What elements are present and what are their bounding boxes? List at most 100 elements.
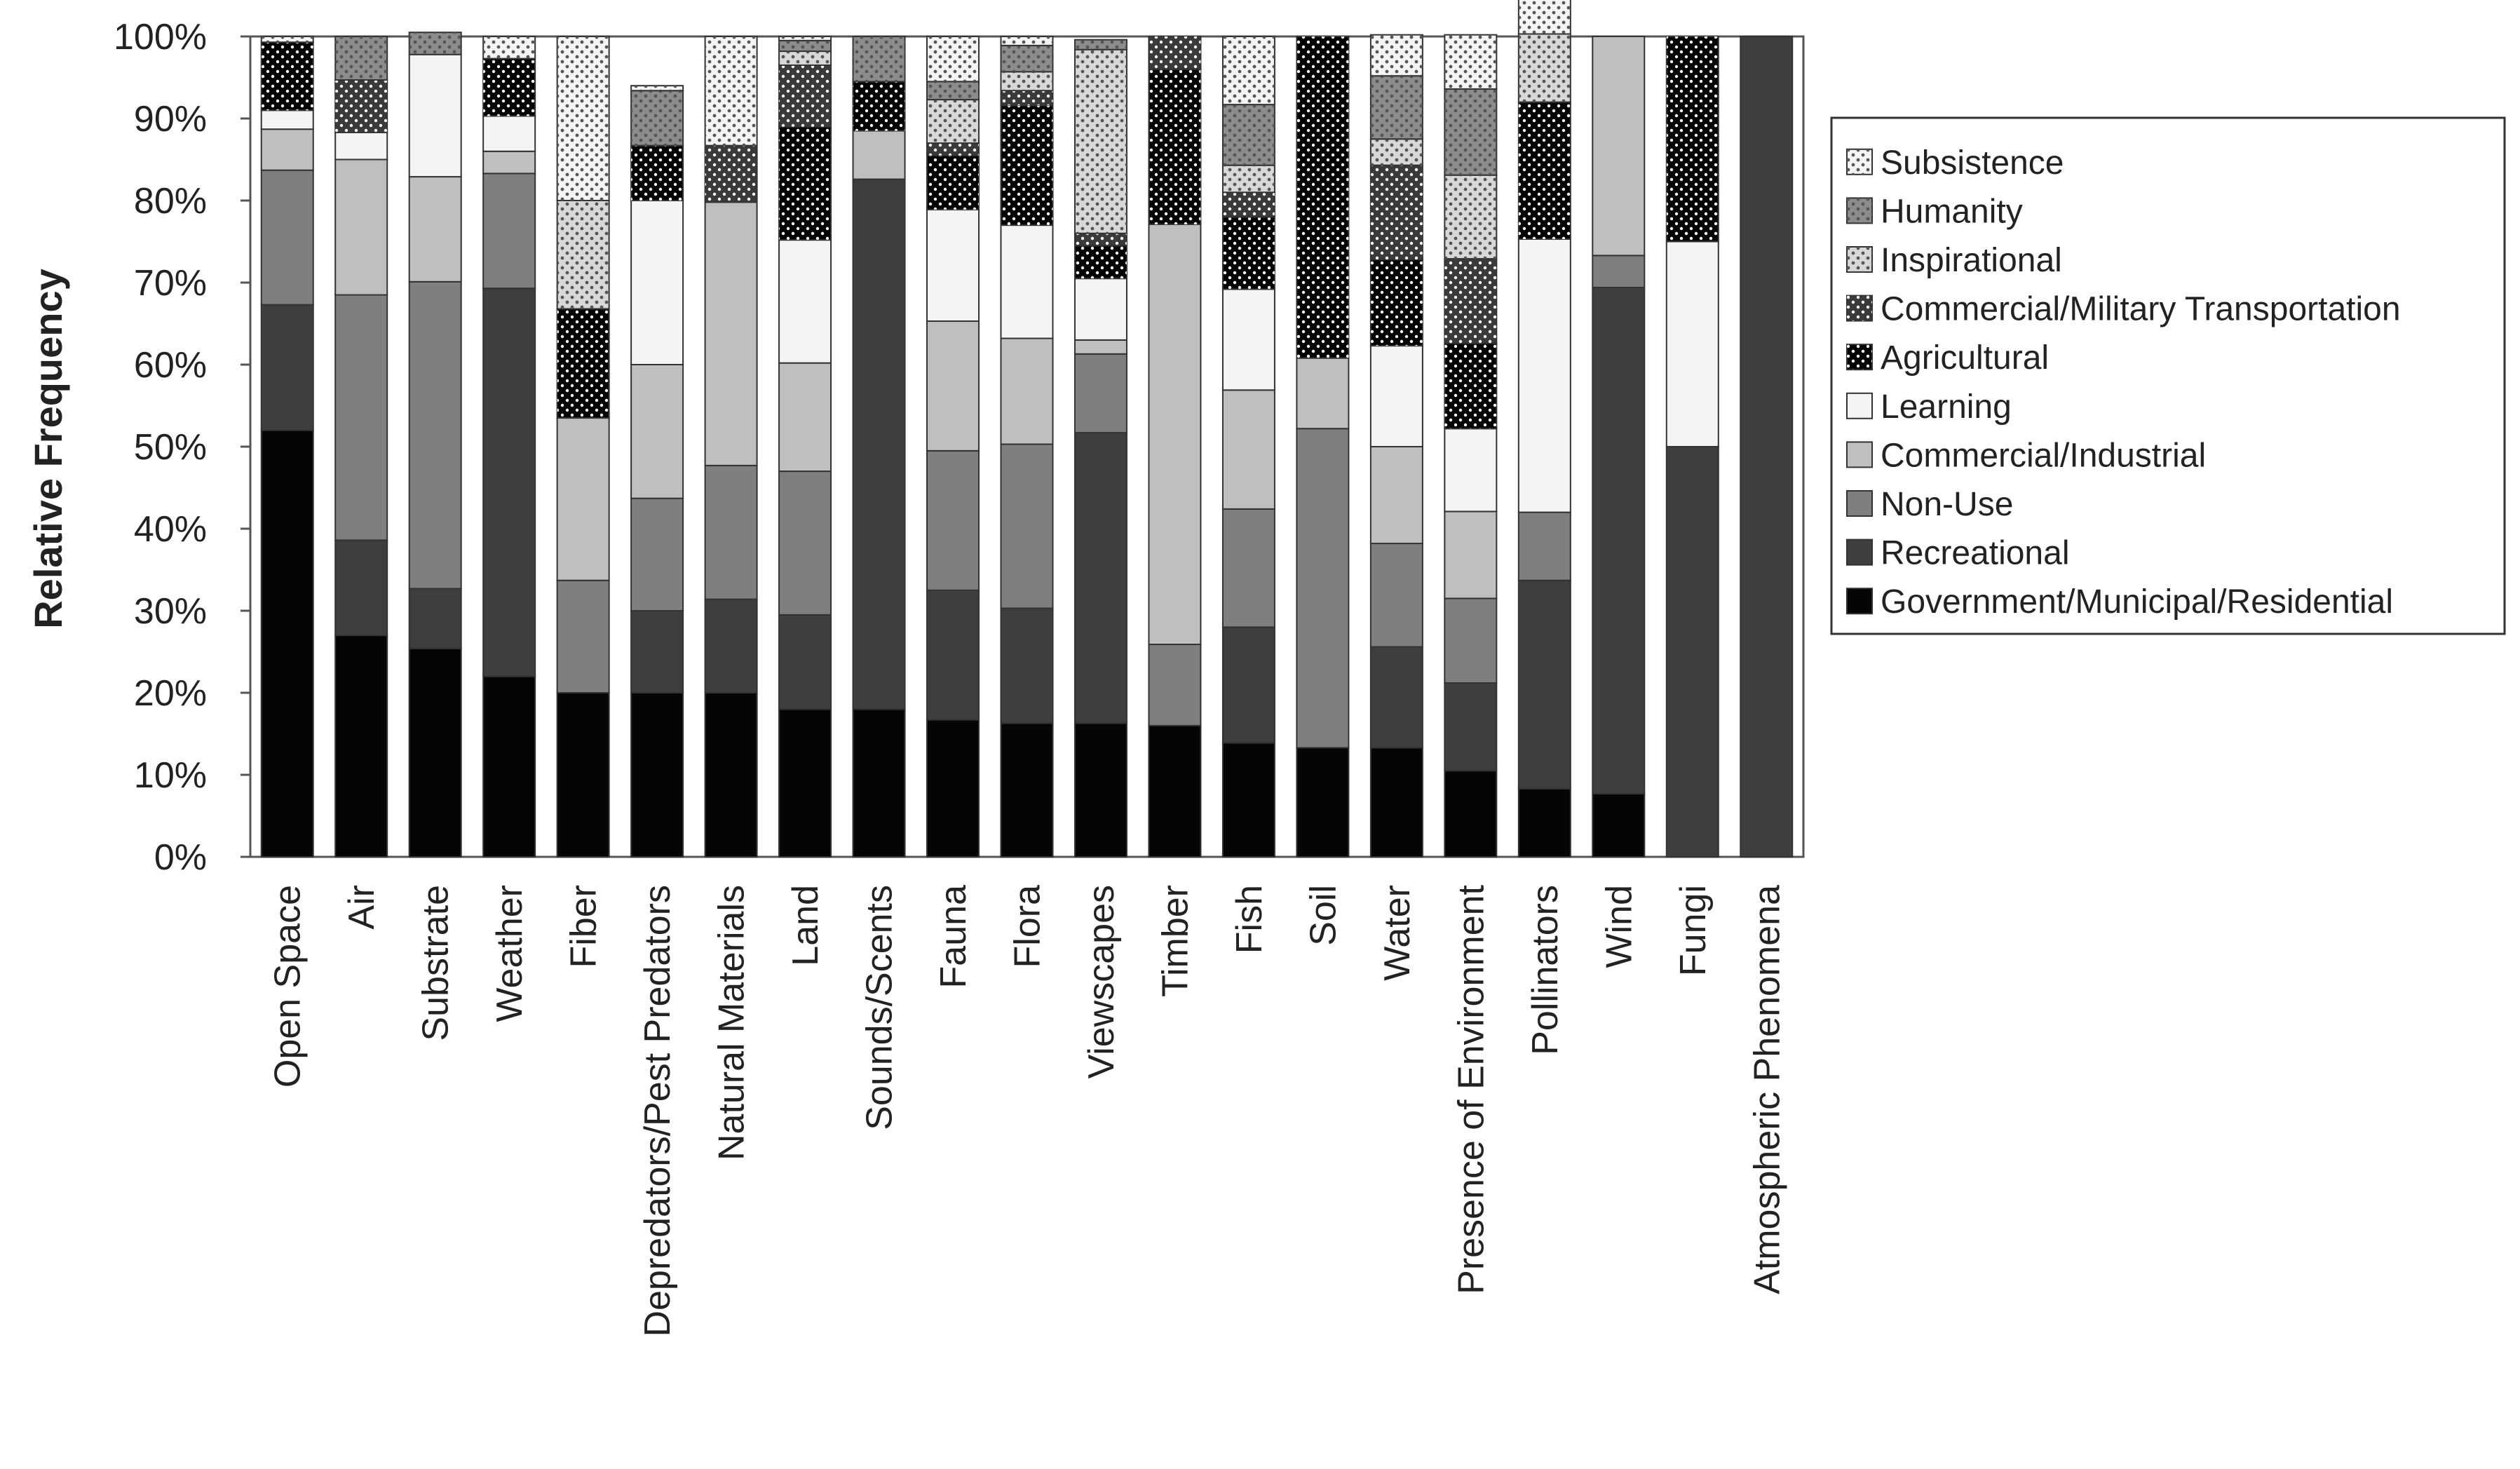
bar-segment-pattern: [557, 309, 609, 419]
bar-segment-pattern: [705, 145, 757, 203]
bar-segment-pattern: [1001, 36, 1053, 46]
x-category-label: Water: [1377, 885, 1418, 981]
bar-segment-pattern: [1074, 49, 1127, 233]
bar-segment-commercial-industrial: [1369, 446, 1423, 545]
bar-stack-soil: [1296, 36, 1350, 858]
bar-segment-pattern: [1074, 245, 1127, 279]
legend-item-subsistence: Subsistence: [1846, 144, 2064, 182]
x-category-label: Soil: [1303, 885, 1343, 946]
y-tick-label: 10%: [134, 755, 207, 796]
legend-label: Inspirational: [1881, 242, 2062, 279]
bar-segment-learning: [1517, 238, 1571, 513]
x-category-label: Sounds/Scents: [860, 885, 900, 1130]
y-tick-label: 0%: [154, 837, 207, 878]
bar-stack-timber: [1148, 36, 1202, 858]
bar-segment-pattern: [1001, 45, 1053, 72]
bar-segment-recreational: [260, 304, 314, 431]
x-category-label: Depredators/Pest Predators: [637, 885, 678, 1337]
bar-segment-commercial-industrial: [556, 417, 610, 581]
bar-segment-commercial-industrial: [1592, 36, 1646, 257]
bar-segment-learning: [408, 53, 462, 178]
legend-item-learning: Learning: [1846, 388, 2012, 426]
bar-segment-recreational: [1221, 626, 1275, 744]
bar-segment-commercial-industrial: [852, 130, 906, 180]
bar-segment-government-municipal-residential: [1073, 722, 1127, 858]
x-category-label: Wind: [1599, 885, 1639, 968]
bar-stack-wind: [1592, 36, 1646, 858]
bar-segment-non-use: [482, 172, 536, 290]
bar-stack-atmospheric-phenomena: [1740, 36, 1794, 858]
legend-label: Commercial/Military Transportation: [1881, 291, 2401, 328]
bar-segment-government-municipal-residential: [1148, 724, 1202, 858]
bar-segment-government-municipal-residential: [926, 719, 980, 858]
bar-segment-government-municipal-residential: [482, 675, 536, 858]
bar-segment-commercial-industrial: [926, 320, 980, 452]
x-category-label: Flora: [1008, 885, 1048, 968]
bar-segment-commercial-industrial: [334, 158, 388, 296]
bar-segment-recreational: [926, 589, 980, 721]
legend-label: Agricultural: [1881, 339, 2049, 377]
bar-stack-presence-of-environment: [1444, 34, 1498, 858]
x-category-label: Pollinators: [1525, 885, 1566, 1055]
bar-stack-natural-materials: [704, 36, 758, 858]
bar-segment-pattern: [1074, 39, 1127, 50]
bar-segment-pattern: [1001, 90, 1053, 106]
bar-segment-learning: [1369, 345, 1423, 447]
bar-segment-non-use: [1444, 597, 1498, 684]
bar-segment-learning: [334, 131, 388, 161]
y-tick-label: 70%: [134, 263, 207, 304]
bar-segment-commercial-industrial: [1073, 339, 1127, 355]
bar-segment-pattern: [335, 80, 388, 133]
bar-segment-pattern: [1222, 217, 1275, 290]
bar-stack-pollinators: [1517, 0, 1571, 858]
bar-segment-government-municipal-residential: [1296, 747, 1350, 858]
legend-label: Non-Use: [1881, 486, 2013, 523]
bar-segment-government-municipal-residential: [852, 708, 906, 858]
bar-segment-pattern: [1222, 165, 1275, 193]
bar-segment-recreational: [1073, 432, 1127, 724]
legend-swatch: [1846, 490, 1873, 517]
bar-segment-learning: [630, 200, 684, 365]
bar-segment-pattern: [1001, 105, 1053, 226]
bar-segment-government-municipal-residential: [1221, 742, 1275, 858]
legend-item-commercial-industrial: Commercial/Industrial: [1846, 437, 2206, 474]
bar-segment-non-use: [260, 169, 314, 306]
bar-segment-recreational: [334, 539, 388, 637]
bar-segment-learning: [1221, 288, 1275, 391]
bar-segment-non-use: [1517, 511, 1571, 581]
bar-segment-pattern: [335, 36, 388, 81]
y-tick-label: 50%: [134, 427, 207, 468]
bar-stack-flora: [1000, 36, 1054, 858]
bar-stack-water: [1369, 34, 1423, 858]
bar-segment-commercial-industrial: [778, 362, 832, 473]
bar-stack-land: [778, 36, 832, 858]
x-axis-category-labels: Open Space Air Substrate Weather Fiber Depred…: [268, 884, 1788, 1336]
bar-stack-depredators-pest-predators: [630, 85, 684, 858]
legend-swatch: [1846, 392, 1873, 419]
bar-segment-pattern: [927, 155, 980, 210]
legend-swatch-pattern: [1847, 198, 1872, 224]
x-category-label: Timber: [1155, 885, 1195, 997]
bar-segment-government-municipal-residential: [630, 692, 684, 858]
bar-segment-pattern: [1444, 175, 1497, 259]
bar-stack-open-space: [260, 36, 314, 858]
bar-segment-recreational: [1740, 36, 1794, 858]
legend-item-recreational: Recreational: [1846, 535, 2069, 572]
bar-segment-pattern: [631, 86, 684, 91]
bar-segment-pattern: [557, 201, 609, 309]
bar-segment-commercial-industrial: [1444, 510, 1498, 600]
bar-stack-fiber: [556, 36, 610, 858]
bar-segment-non-use: [408, 280, 462, 590]
bar-segment-non-use: [1073, 353, 1127, 434]
bar-segment-non-use: [704, 464, 758, 600]
bar-segment-commercial-industrial: [1000, 337, 1054, 445]
x-category-label: Weather: [489, 885, 530, 1022]
bar-segment-learning: [1665, 241, 1719, 447]
legend-item-non-use: Non-Use: [1846, 486, 2013, 523]
legend-item-commercial-military-transportation: Commercial/Military Transportation: [1846, 291, 2401, 328]
bar-segment-pattern: [1444, 259, 1497, 344]
x-category-label: Viewscapes: [1081, 885, 1122, 1079]
bar-segment-learning: [1444, 428, 1498, 513]
